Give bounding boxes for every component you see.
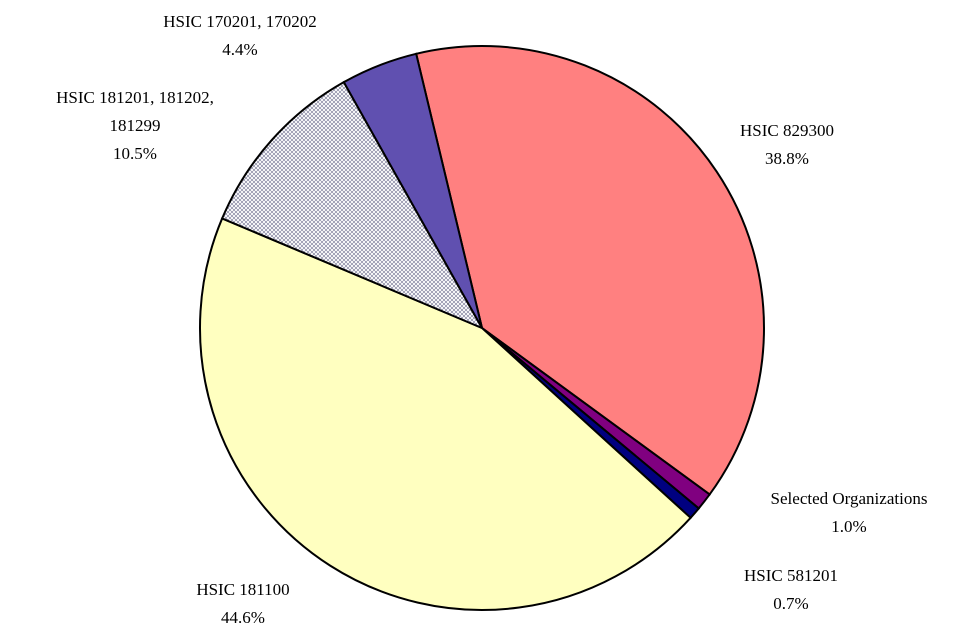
slice-name: HSIC 181100 [196, 580, 290, 599]
slice-name: Selected Organizations [770, 489, 928, 508]
slice-label: HSIC 181201, 181202, 181299 10.5% [35, 84, 235, 168]
slice-name: HSIC 170201, 170202 [163, 12, 317, 31]
slice-percent: 44.6% [221, 608, 265, 627]
slice-label: HSIC 581201 0.7% [711, 562, 871, 618]
slice-name: HSIC 829300 [740, 121, 834, 140]
pie-slice [220, 80, 485, 331]
pie-slice [414, 45, 765, 496]
pie-slice [199, 217, 692, 611]
slice-label: Selected Organizations 1.0% [729, 485, 964, 541]
slice-percent: 1.0% [831, 517, 867, 536]
slice-label: HSIC 170201, 170202 4.4% [120, 8, 360, 64]
slice-name: HSIC 181201, 181202, 181299 [56, 88, 214, 135]
slice-percent: 10.5% [113, 144, 157, 163]
slice-label: HSIC 829300 38.8% [707, 117, 867, 173]
slice-name: HSIC 581201 [744, 566, 838, 585]
slice-percent: 38.8% [765, 149, 809, 168]
slice-percent: 4.4% [222, 40, 258, 59]
pie-slice [342, 52, 483, 329]
slice-percent: 0.7% [773, 594, 809, 613]
slice-label: HSIC 181100 44.6% [163, 576, 323, 632]
